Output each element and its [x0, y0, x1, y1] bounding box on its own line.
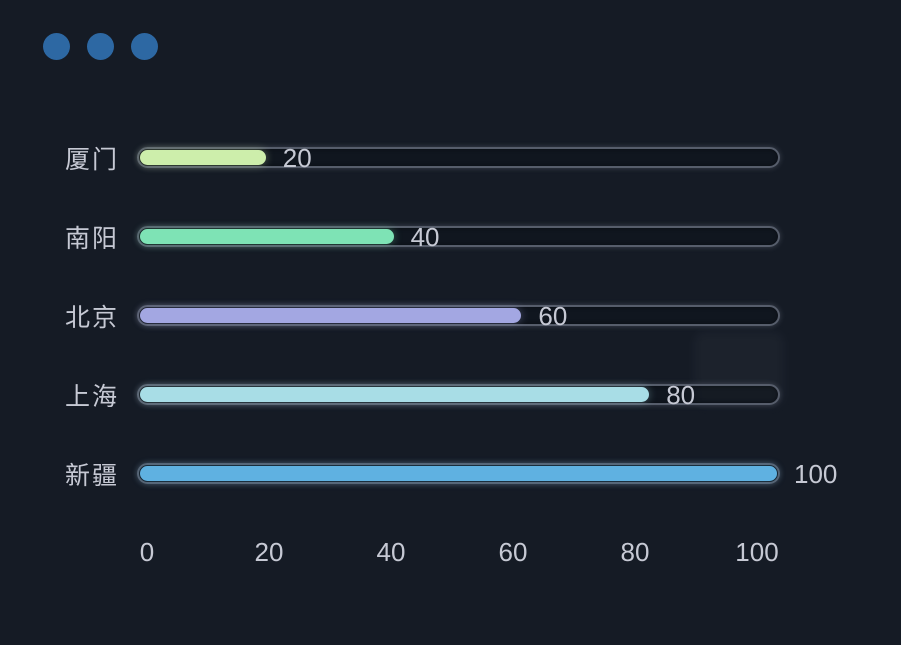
bar-track[interactable]: 40	[137, 221, 780, 252]
bar-fill[interactable]	[140, 308, 522, 323]
value-label: 100	[794, 458, 838, 489]
category-label: 厦门	[65, 145, 120, 174]
bar-track[interactable]: 100	[137, 461, 837, 487]
bar-track[interactable]: 60	[137, 300, 780, 331]
x-axis-tick: 0	[139, 537, 155, 567]
bar-chart: 厦门 20 南阳 40 北京 60 上海 80 新疆 100	[65, 118, 837, 513]
window-dot-icon[interactable]	[43, 33, 70, 60]
x-axis-tick: 100	[735, 537, 779, 567]
x-axis-tick: 40	[376, 537, 406, 567]
chart-row: 北京 60	[65, 276, 780, 355]
value-label: 40	[410, 221, 440, 252]
chart-row: 新疆 100	[65, 434, 837, 513]
bar-fill[interactable]	[140, 150, 266, 165]
x-axis: 0 20 40 60 80 100	[137, 530, 780, 574]
value-label: 60	[538, 300, 568, 331]
bar-fill[interactable]	[140, 466, 777, 481]
category-label: 上海	[65, 382, 120, 411]
bar-track[interactable]: 20	[137, 142, 780, 173]
chart-row: 南阳 40	[65, 197, 780, 276]
chart-row: 厦门 20	[65, 118, 780, 197]
bar-fill[interactable]	[140, 387, 650, 402]
x-axis-tick: 20	[254, 537, 284, 567]
value-label: 20	[282, 142, 312, 173]
category-label: 北京	[65, 303, 120, 332]
category-label: 新疆	[65, 461, 120, 490]
window-dot-icon[interactable]	[131, 33, 158, 60]
window-controls	[43, 33, 158, 60]
window-dot-icon[interactable]	[87, 33, 114, 60]
value-label: 80	[666, 379, 696, 410]
category-label: 南阳	[65, 224, 120, 253]
bar-track[interactable]: 80	[137, 379, 780, 410]
bar-fill[interactable]	[140, 229, 394, 244]
chart-row: 上海 80	[65, 355, 780, 434]
x-axis-tick: 80	[620, 537, 650, 567]
x-axis-tick: 60	[498, 537, 528, 567]
